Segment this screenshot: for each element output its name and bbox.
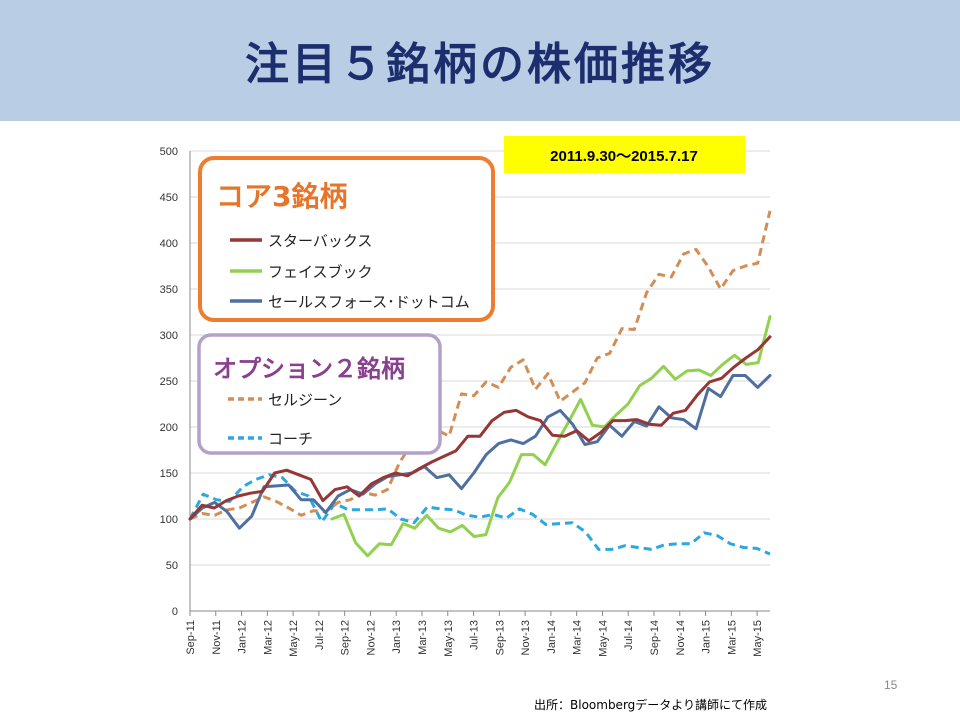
x-tick-label: Jul-13 bbox=[469, 620, 481, 650]
y-tick-label: 50 bbox=[166, 560, 178, 572]
x-tick-label: Mar-15 bbox=[726, 620, 738, 655]
legend-title-core: コア3銘柄 bbox=[216, 180, 347, 213]
page-number: 15 bbox=[884, 678, 898, 692]
x-tick-label: Jan-12 bbox=[237, 620, 249, 654]
x-tick-label: Mar-14 bbox=[572, 620, 584, 655]
x-tick-label: Sep-11 bbox=[185, 620, 197, 655]
legend-label-0: スターバックス bbox=[268, 232, 372, 250]
legend-label-2: セールスフォース･ドットコム bbox=[268, 293, 470, 311]
title-band bbox=[0, 0, 960, 121]
legend-label-4: コーチ bbox=[268, 430, 313, 448]
x-tick-label: Jan-14 bbox=[546, 620, 558, 654]
x-tick-label: Mar-13 bbox=[417, 620, 429, 655]
series-line-2 bbox=[188, 374, 772, 530]
x-tick-label: Nov-12 bbox=[365, 620, 377, 655]
series-line-0 bbox=[188, 335, 772, 521]
legend-box-core bbox=[198, 156, 495, 322]
series-line-4 bbox=[188, 473, 771, 556]
y-tick-label: 0 bbox=[172, 606, 178, 618]
legend-box-option bbox=[197, 333, 442, 455]
date-range-label: 2011.9.30～2015.7.17 bbox=[550, 148, 698, 165]
x-tick-label: Mar-12 bbox=[262, 620, 274, 655]
x-tick-label: Nov-13 bbox=[520, 620, 532, 655]
y-tick-label: 250 bbox=[160, 376, 178, 388]
y-tick-label: 150 bbox=[160, 468, 178, 480]
y-tick-label: 450 bbox=[160, 192, 178, 204]
x-tick-label: Jan-15 bbox=[701, 620, 713, 654]
series-line-1 bbox=[330, 315, 772, 558]
x-tick-label: Nov-11 bbox=[211, 620, 223, 655]
legend-title-option: オプション２銘柄 bbox=[213, 355, 405, 383]
x-tick-label: Jan-13 bbox=[391, 620, 403, 654]
y-tick-label: 350 bbox=[160, 284, 178, 296]
x-tick-label: Jul-14 bbox=[623, 620, 635, 650]
x-tick-label: Jul-12 bbox=[314, 620, 326, 650]
date-range-box bbox=[504, 136, 745, 173]
y-tick-label: 200 bbox=[160, 422, 178, 434]
x-tick-label: Sep-12 bbox=[340, 620, 352, 655]
x-tick-label: May-15 bbox=[752, 620, 764, 657]
y-tick-label: 100 bbox=[160, 514, 178, 526]
chart-series bbox=[188, 210, 772, 558]
y-tick-label: 500 bbox=[160, 146, 178, 158]
y-tick-label: 400 bbox=[160, 238, 178, 250]
source-note: 出所：Bloombergデータより講師にて作成 bbox=[534, 698, 768, 712]
x-tick-label: May-12 bbox=[288, 620, 300, 657]
x-tick-label: May-14 bbox=[597, 620, 609, 657]
x-tick-label: Nov-14 bbox=[675, 620, 687, 655]
chart-axes: 0 50 100 150 200 250 300 350 400 450 500 Sep-11 Nov-… bbox=[160, 146, 770, 657]
x-tick-label: Sep-13 bbox=[494, 620, 506, 655]
x-tick-label: May-13 bbox=[443, 620, 455, 657]
legend-label-3: セルジーン bbox=[268, 391, 342, 409]
series-line-3 bbox=[189, 210, 772, 521]
x-tick-label: Sep-14 bbox=[649, 620, 661, 655]
y-tick-label: 300 bbox=[160, 330, 178, 342]
slide-title: 注目５銘柄の株価推移 bbox=[245, 39, 715, 90]
legend-label-1: フェイスブック bbox=[268, 263, 373, 281]
